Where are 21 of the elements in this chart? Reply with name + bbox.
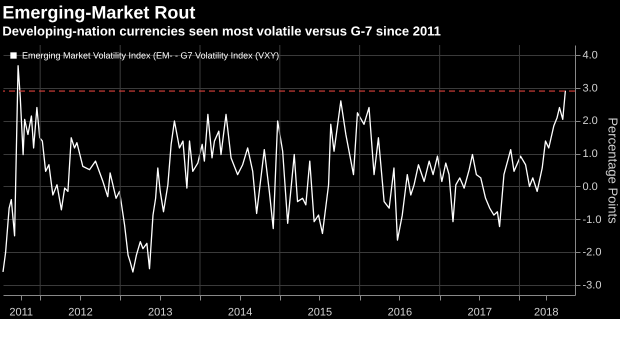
x-tick-label: 2013: [148, 306, 173, 318]
y-tick-label: 0.0: [582, 180, 598, 193]
y-tick-label: 2.0: [582, 115, 598, 128]
x-tick-label: 2017: [467, 306, 492, 318]
x-tick-label: 2011: [9, 306, 34, 318]
x-tick-label: 2018: [534, 306, 558, 318]
line-series: [2, 65, 566, 273]
chart-subtitle: Developing-nation currencies seen most volatile versus G-7 since 2011: [2, 24, 441, 38]
legend-label: Emerging Market Volatility Index (EM- - G7 Volatility Index (VXY): [22, 50, 280, 60]
x-tick-label: 2014: [228, 306, 252, 318]
y-tick-label: -1.0: [582, 214, 602, 226]
chart-title: Emerging-Market Rout: [2, 2, 196, 22]
x-tick-label: 2012: [68, 306, 93, 318]
y-tick-label: 3.0: [582, 82, 598, 94]
x-tick-label: 2015: [308, 306, 332, 318]
y-tick-label: 4.0: [582, 49, 598, 62]
y-tick-label: -3.0: [582, 280, 602, 292]
x-tick-label: 2016: [388, 306, 412, 318]
y-tick-label: -2.0: [582, 246, 602, 259]
y-axis-title: Percentage Points: [605, 117, 620, 224]
y-tick-label: 1.0: [582, 148, 598, 160]
